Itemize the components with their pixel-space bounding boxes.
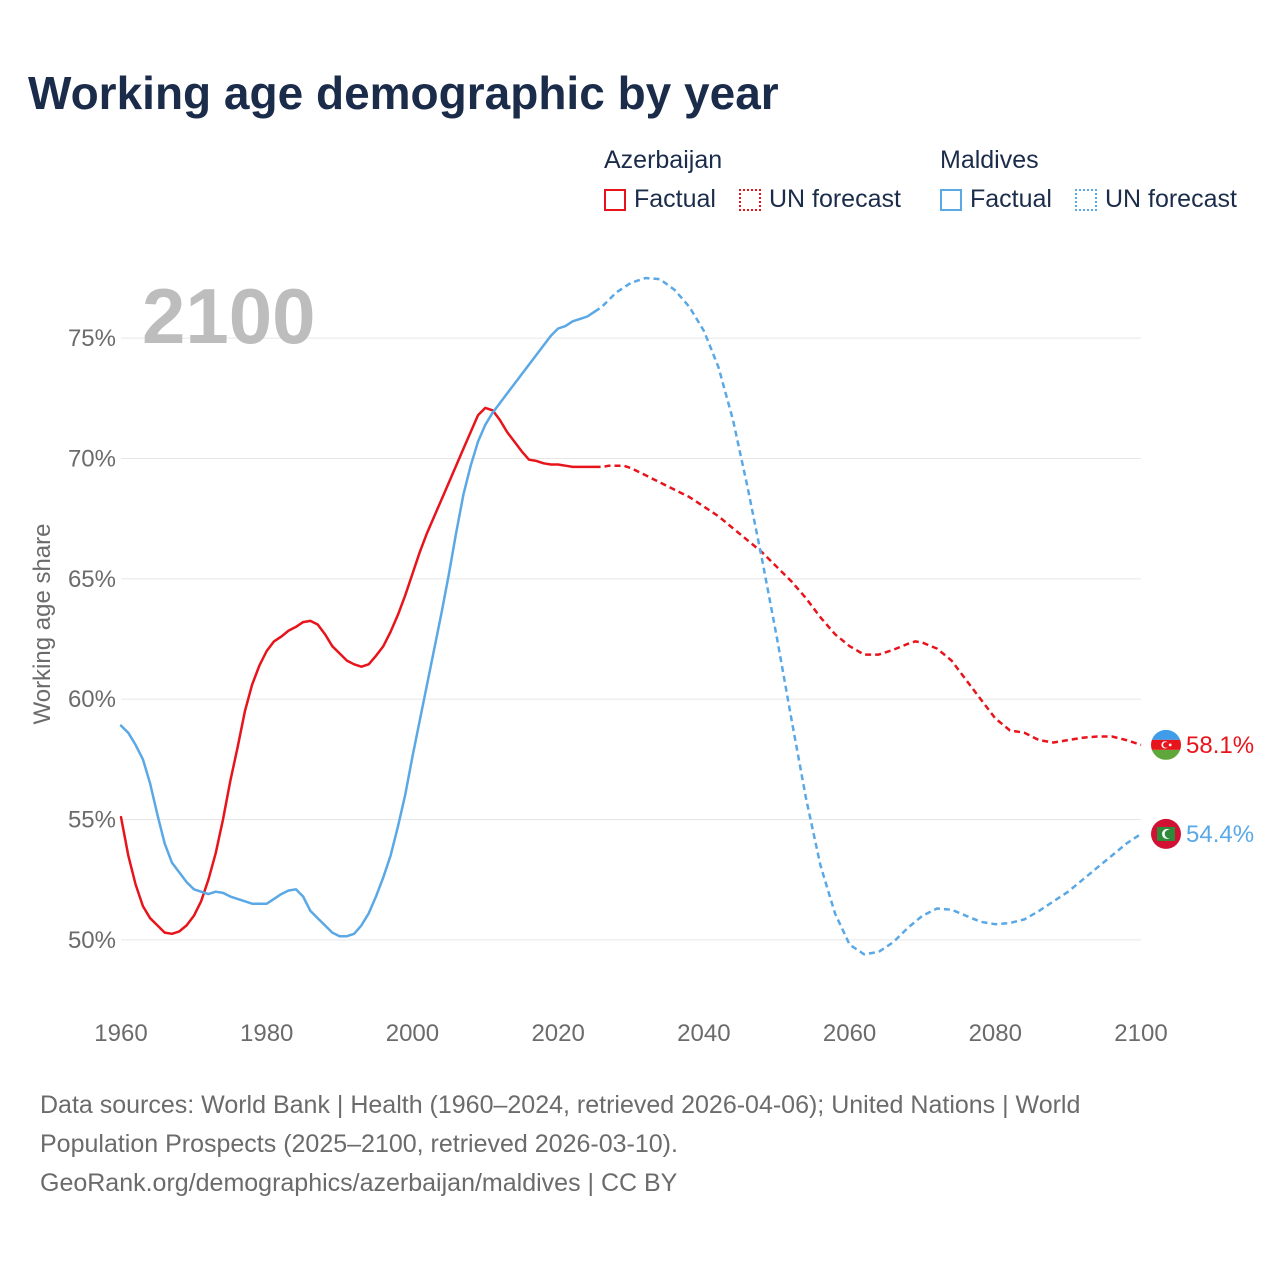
end-markers: 58.1% 54.4%	[1151, 729, 1254, 849]
y-tick-label: 70%	[68, 445, 116, 472]
source-line: Population Prospects (2025–2100, retriev…	[40, 1130, 678, 1158]
x-tick-label: 2040	[677, 1020, 730, 1047]
legend-item-label: Factual	[970, 185, 1052, 213]
x-axis-ticks: 1960 1980 2000 2020 2040 2060 2080 2100	[94, 1020, 1167, 1047]
legend-swatch-solid	[604, 188, 626, 211]
x-tick-label: 2020	[531, 1020, 584, 1047]
legend-swatch-solid	[940, 188, 962, 211]
x-tick-label: 2060	[823, 1020, 876, 1047]
legend-group-name: Maldives	[940, 146, 1039, 174]
azerbaijan-flag-icon	[1151, 729, 1181, 760]
series-line-factual	[119, 406, 596, 936]
y-tick-label: 55%	[68, 806, 116, 833]
legend-item-forecast[interactable]: UN forecast	[1074, 185, 1237, 214]
x-tick-label: 1960	[94, 1020, 147, 1047]
x-tick-label: 2080	[969, 1020, 1022, 1047]
series-line-factual	[119, 310, 596, 938]
series-line-forecast	[593, 276, 1142, 956]
flag-crescent-inner	[1164, 829, 1174, 839]
legend-item-label: UN forecast	[768, 185, 901, 213]
legend-maldives: Maldives Factual UN forecast	[940, 146, 1253, 218]
flag-body	[1151, 729, 1181, 760]
y-tick-label: 65%	[68, 566, 116, 593]
y-tick-label: 60%	[68, 686, 116, 713]
maldives-flag-icon	[1151, 818, 1181, 849]
year-label: 2100	[142, 272, 316, 360]
end-value-label: 54.4%	[1186, 821, 1254, 848]
y-tick-label: 75%	[68, 325, 116, 352]
legend-item-factual[interactable]: Factual	[940, 185, 1052, 214]
x-tick-label: 1980	[240, 1020, 293, 1047]
flag-stripe-blue	[1151, 729, 1181, 740]
legend-item-forecast[interactable]: UN forecast	[738, 185, 901, 214]
series-lines	[119, 276, 1142, 956]
legend-item-factual[interactable]: Factual	[604, 185, 716, 214]
series-line-forecast	[594, 464, 1142, 747]
legend-azerbaijan: Azerbaijan Factual UN forecast	[604, 146, 917, 218]
source-line: Data sources: World Bank | Health (1960–…	[40, 1091, 1081, 1119]
y-axis-label: Working age share	[29, 524, 56, 725]
gridlines	[121, 337, 1141, 941]
y-tick-label: 50%	[68, 927, 116, 954]
legend-swatch-dotted	[1074, 188, 1097, 211]
chart-title: Working age demographic by year	[28, 67, 779, 119]
flag-star	[1168, 743, 1172, 747]
flag-stripe-green	[1151, 749, 1181, 760]
flag-crescent-inner	[1163, 741, 1169, 748]
legend-group-name: Azerbaijan	[604, 146, 723, 174]
y-axis-ticks: 50% 55% 60% 65% 70% 75%	[68, 325, 116, 954]
legend-swatch-dotted	[738, 188, 761, 211]
x-tick-label: 2100	[1114, 1020, 1167, 1047]
end-value-label: 58.1%	[1186, 732, 1254, 759]
legend-item-label: Factual	[634, 185, 716, 213]
attribution-link[interactable]: GeoRank.org/demographics/azerbaijan/mald…	[40, 1169, 678, 1197]
footer: Data sources: World Bank | Health (1960–…	[40, 1086, 1220, 1203]
x-tick-label: 2000	[386, 1020, 439, 1047]
legend-item-label: UN forecast	[1104, 185, 1237, 213]
